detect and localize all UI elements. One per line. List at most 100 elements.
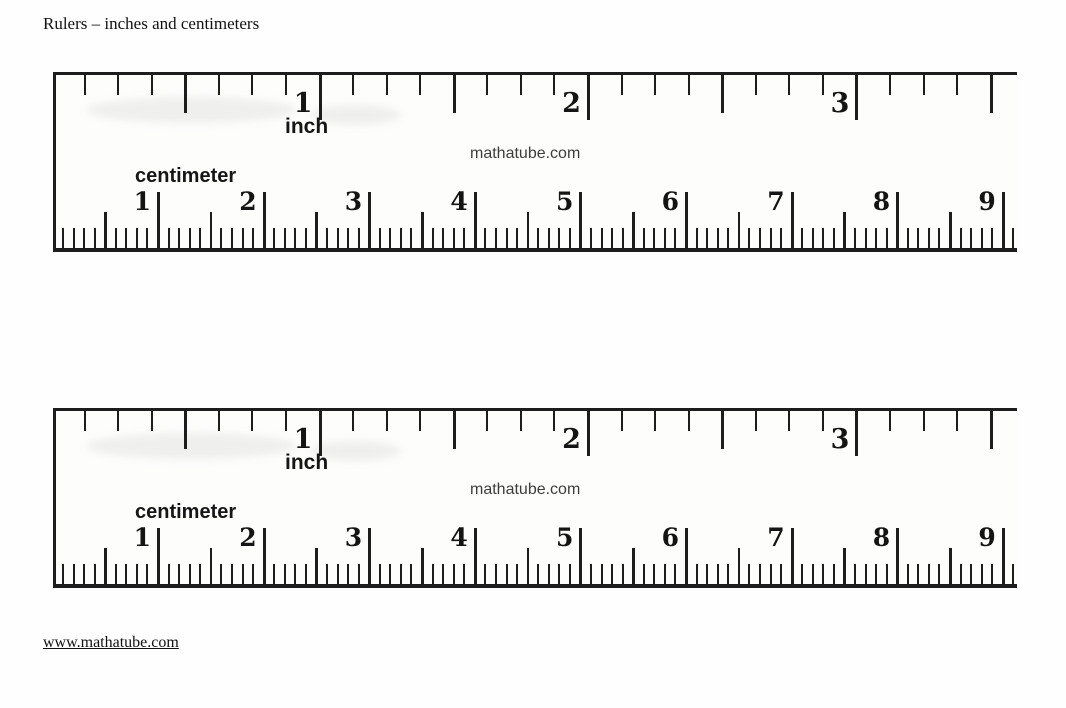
cm-scale-tick xyxy=(273,228,276,248)
inch-number: 3 xyxy=(830,88,850,119)
cm-scale-tick xyxy=(579,528,583,584)
cm-scale-tick xyxy=(516,228,518,248)
cm-scale-tick xyxy=(927,564,930,584)
cm-scale-tick xyxy=(357,564,360,584)
cm-scale-tick xyxy=(209,212,213,248)
cm-scale-tick xyxy=(642,228,645,248)
cm-scale-tick xyxy=(262,192,266,248)
inch-scale-tick xyxy=(217,75,220,95)
cm-scale-tick xyxy=(896,192,900,248)
cm-scale-tick xyxy=(389,228,392,248)
inch-scale-tick xyxy=(821,411,824,431)
cm-scale-tick xyxy=(716,228,719,248)
cm-scale-tick xyxy=(62,228,64,248)
inch-number: 1 xyxy=(293,424,313,455)
cm-scale-tick xyxy=(769,564,772,584)
cm-scale-tick xyxy=(695,564,698,584)
cm-scale-tick xyxy=(93,564,96,584)
inch-scale-tick xyxy=(352,411,354,431)
cm-scale-tick xyxy=(811,228,814,248)
cm-number: 6 xyxy=(661,523,679,552)
cm-scale-tick xyxy=(611,228,614,248)
inch-scale-tick xyxy=(150,411,153,431)
cm-scale-tick xyxy=(336,228,339,248)
cm-scale-tick xyxy=(167,228,170,248)
cm-scale-tick xyxy=(125,228,128,248)
watermark-text: mathatube.com xyxy=(470,145,581,162)
cm-scale-tick xyxy=(843,548,846,584)
cm-scale-tick xyxy=(262,528,266,584)
cm-number: 7 xyxy=(767,187,785,216)
inch-scale-tick xyxy=(654,75,657,95)
cm-scale-tick xyxy=(230,228,233,248)
cm-number: 9 xyxy=(978,523,996,552)
cm-scale-tick xyxy=(980,564,983,584)
cm-scale-tick xyxy=(959,564,962,584)
cm-scale-tick xyxy=(811,564,814,584)
cm-scale-tick xyxy=(304,228,307,248)
inch-label: inch xyxy=(285,451,329,474)
inch-scale-tick xyxy=(385,75,388,95)
cm-scale-tick xyxy=(780,564,782,584)
cm-scale-tick xyxy=(632,212,635,248)
cm-scale-tick xyxy=(885,564,888,584)
cm-number: 7 xyxy=(767,523,785,552)
cm-scale-tick xyxy=(822,228,825,248)
inch-scale-tick xyxy=(788,75,791,95)
cm-scale-tick xyxy=(252,564,254,584)
inch-scale-tick xyxy=(318,411,322,456)
cm-scale-tick xyxy=(442,564,445,584)
cm-scale-tick xyxy=(452,228,455,248)
inch-scale-tick xyxy=(117,411,120,431)
cm-scale-tick xyxy=(906,228,909,248)
inch-scale-tick xyxy=(452,411,456,449)
cm-scale-tick xyxy=(399,228,402,248)
cm-scale-tick xyxy=(410,228,413,248)
cm-scale-tick xyxy=(1012,228,1015,248)
cm-number: 6 xyxy=(661,187,679,216)
cm-scale-tick xyxy=(854,564,856,584)
cm-scale-tick xyxy=(83,564,86,584)
cm-scale-tick xyxy=(526,212,530,248)
inch-scale-tick xyxy=(587,75,590,120)
cm-scale-tick xyxy=(494,564,497,584)
cm-scale-tick xyxy=(473,192,477,248)
inch-scale-tick xyxy=(855,411,859,456)
cm-scale-tick xyxy=(547,564,550,584)
cm-scale-tick xyxy=(357,228,360,248)
cm-scale-tick xyxy=(822,564,825,584)
cm-number: 3 xyxy=(344,187,363,216)
cm-scale-tick xyxy=(199,564,202,584)
inch-scale-tick xyxy=(889,411,891,431)
cm-scale-tick xyxy=(600,228,603,248)
cm-scale-tick xyxy=(949,212,952,248)
inch-scale-tick xyxy=(452,75,456,113)
cm-scale-tick xyxy=(157,528,160,584)
inch-scale-tick xyxy=(519,75,522,95)
cm-scale-tick xyxy=(737,212,741,248)
cm-scale-tick xyxy=(621,564,624,584)
inch-scale-tick xyxy=(889,75,891,95)
cm-scale-tick xyxy=(737,548,741,584)
footer-link[interactable]: www.mathatube.com xyxy=(43,634,179,651)
inch-scale-tick xyxy=(519,411,522,431)
cm-scale-tick xyxy=(294,228,297,248)
cm-scale-tick xyxy=(72,228,75,248)
inch-scale-tick xyxy=(284,411,287,431)
cm-scale-tick xyxy=(621,228,624,248)
inch-scale-tick xyxy=(486,75,489,95)
cm-scale-tick xyxy=(399,564,402,584)
inch-scale-tick xyxy=(83,75,86,95)
inch-scale-tick xyxy=(419,411,422,431)
inch-number: 3 xyxy=(830,424,850,455)
cm-scale-tick xyxy=(283,564,286,584)
cm-scale-tick xyxy=(716,564,719,584)
cm-scale-tick xyxy=(832,564,835,584)
cm-scale-tick xyxy=(104,212,107,248)
cm-scale-tick xyxy=(347,564,350,584)
centimeter-label: centimeter xyxy=(135,501,237,523)
cm-scale-tick xyxy=(146,228,149,248)
cm-scale-tick xyxy=(135,228,138,248)
cm-scale-tick xyxy=(547,228,550,248)
